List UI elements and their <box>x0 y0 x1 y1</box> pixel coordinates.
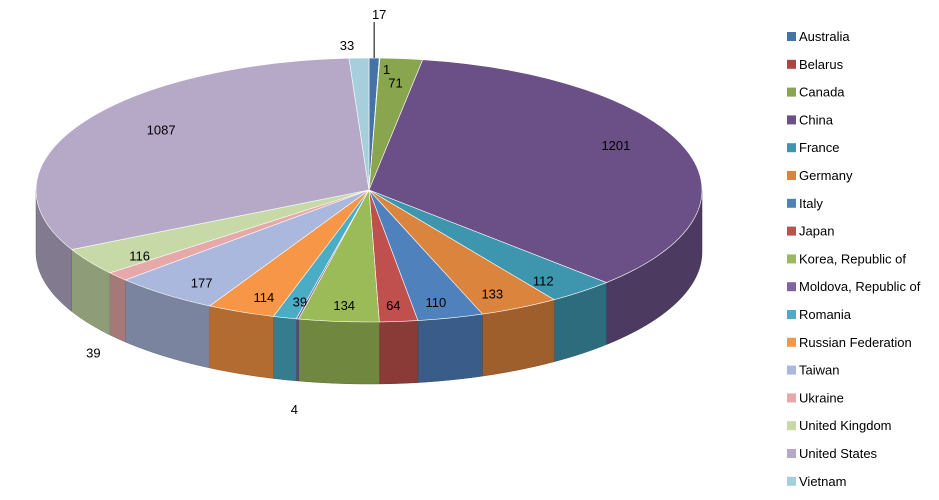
data-label-belarus: 1 <box>383 62 390 77</box>
legend-swatch-china <box>787 115 796 125</box>
data-label-taiwan: 177 <box>191 276 213 291</box>
legend-swatch-france <box>787 143 796 153</box>
pie-side-moldova-republic-of <box>296 318 299 382</box>
data-label-romania: 39 <box>293 295 307 310</box>
legend-item-belarus: Belarus <box>787 57 844 72</box>
legend-label-ukraine: Ukraine <box>799 390 844 405</box>
legend-label-united-kingdom: United Kingdom <box>799 418 892 433</box>
pie-slice-united-states <box>35 57 370 250</box>
legend-item-romania: Romania <box>787 307 852 322</box>
legend-label-vietnam: Vietnam <box>799 474 846 489</box>
legend-item-moldova-republic-of: Moldova, Republic of <box>787 279 921 294</box>
legend-item-japan: Japan <box>787 224 834 239</box>
legend-swatch-korea-republic-of <box>787 254 796 264</box>
data-label-japan: 64 <box>386 298 400 313</box>
legend-label-japan: Japan <box>799 224 834 239</box>
legend-item-canada: Canada <box>787 85 845 100</box>
legend-label-australia: Australia <box>799 29 850 44</box>
legend-label-moldova-republic-of: Moldova, Republic of <box>799 279 921 294</box>
legend-label-united-states: United States <box>799 446 878 461</box>
data-label-vietnam: 33 <box>340 38 354 53</box>
data-label-ukraine: 39 <box>86 346 100 361</box>
legend-swatch-germany <box>787 171 796 180</box>
data-label-united-kingdom: 116 <box>129 249 150 264</box>
pie-sides <box>35 189 703 385</box>
legend-item-italy: Italy <box>787 196 823 211</box>
data-label-australia: 17 <box>372 7 386 22</box>
pie-side-romania <box>273 316 297 382</box>
legend-item-taiwan: Taiwan <box>787 363 839 378</box>
legend-label-france: France <box>799 140 839 155</box>
legend-swatch-canada <box>787 87 796 97</box>
legend-swatch-japan <box>787 226 796 236</box>
legend-label-china: China <box>799 112 834 127</box>
pie-slice-vietnam <box>348 57 370 191</box>
data-label-moldova-republic-of: 4 <box>291 402 298 417</box>
legend-swatch-belarus <box>787 59 796 69</box>
legend-swatch-vietnam <box>787 476 796 486</box>
legend-swatch-united-kingdom <box>787 421 796 431</box>
legend-item-united-states: United States <box>787 446 878 461</box>
legend-item-china: China <box>787 112 834 127</box>
legend-swatch-russian-federation <box>787 337 796 347</box>
pie-side-korea-republic-of <box>298 318 380 385</box>
data-label-russian-federation: 114 <box>254 290 275 305</box>
data-label-canada: 71 <box>388 75 402 90</box>
legend-item-vietnam: Vietnam <box>787 474 846 489</box>
legend-label-germany: Germany <box>799 168 853 183</box>
pie-side-russian-federation <box>209 305 274 379</box>
data-label-italy: 110 <box>426 295 447 310</box>
legend-item-germany: Germany <box>787 168 853 183</box>
legend-swatch-romania <box>787 310 796 319</box>
pie-side-italy <box>417 313 483 383</box>
legend-label-taiwan: Taiwan <box>799 363 839 378</box>
legend-swatch-australia <box>787 32 796 41</box>
pie-side-ukraine <box>109 272 126 343</box>
legend-item-korea-republic-of: Korea, Republic of <box>787 251 906 266</box>
legend-item-france: France <box>787 140 839 155</box>
data-label-united-states: 1087 <box>147 123 176 138</box>
data-label-germany: 133 <box>481 287 503 302</box>
legend-item-russian-federation: Russian Federation <box>787 335 912 350</box>
data-label-france: 112 <box>533 273 554 288</box>
legend-label-korea-republic-of: Korea, Republic of <box>799 251 906 266</box>
pie-side-japan <box>379 320 419 385</box>
legend-label-russian-federation: Russian Federation <box>799 335 912 350</box>
pie-slices <box>35 57 703 323</box>
data-label-china: 1201 <box>601 138 630 153</box>
data-label-korea-republic-of: 134 <box>333 298 355 313</box>
legend-swatch-moldova-republic-of <box>787 282 796 292</box>
legend-label-belarus: Belarus <box>799 57 844 72</box>
legend-label-romania: Romania <box>799 307 852 322</box>
legend: Australia Belarus Canada China France Germany… <box>787 29 921 489</box>
pie-slice-china <box>368 59 703 283</box>
legend-swatch-italy <box>787 198 796 208</box>
legend-swatch-ukraine <box>787 393 796 403</box>
legend-label-italy: Italy <box>799 196 823 211</box>
legend-swatch-united-states <box>787 449 796 458</box>
legend-item-australia: Australia <box>787 29 850 44</box>
legend-item-united-kingdom: United Kingdom <box>787 418 892 433</box>
legend-swatch-taiwan <box>787 365 796 375</box>
data-labels: 17 171 1201 112 133 110 64 134 4 39 114 177 39 116 108… <box>86 7 630 417</box>
legend-label-canada: Canada <box>799 85 845 100</box>
legend-item-ukraine: Ukraine <box>787 390 844 405</box>
